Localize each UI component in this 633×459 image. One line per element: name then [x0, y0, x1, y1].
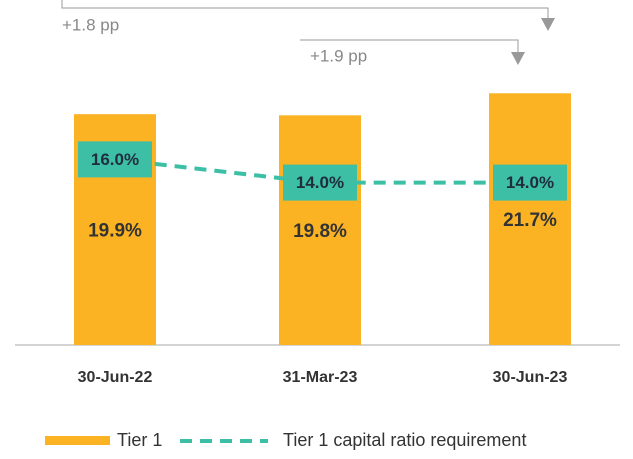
bar — [279, 115, 361, 345]
data-label: 16.0% — [91, 150, 139, 169]
legend-swatch — [45, 436, 110, 445]
data-label: 19.9% — [88, 221, 142, 242]
data-label: 21.7% — [503, 210, 557, 231]
label-box — [78, 141, 152, 178]
x-tick-label: 30-Jun-22 — [78, 369, 153, 386]
bracket-line — [61, 0, 549, 20]
label-box — [493, 164, 567, 201]
label-box — [283, 164, 357, 201]
arrow — [541, 18, 555, 31]
bracket-1 — [61, 0, 549, 20]
bracket-line — [300, 39, 519, 54]
data-label: 19.8% — [293, 221, 347, 242]
legend-label: Tier 1 — [117, 430, 162, 450]
bar — [489, 93, 571, 345]
legend-label: Tier 1 capital ratio requirement — [283, 430, 526, 450]
data-label: 14.0% — [296, 173, 344, 192]
data-label: 14.0% — [506, 173, 554, 192]
annotation: +1.8 pp — [62, 15, 119, 34]
annotation: +1.9 pp — [310, 46, 367, 65]
arrow — [511, 52, 525, 65]
x-tick-label: 31-Mar-23 — [283, 369, 358, 386]
x-tick-label: 30-Jun-23 — [493, 369, 568, 386]
